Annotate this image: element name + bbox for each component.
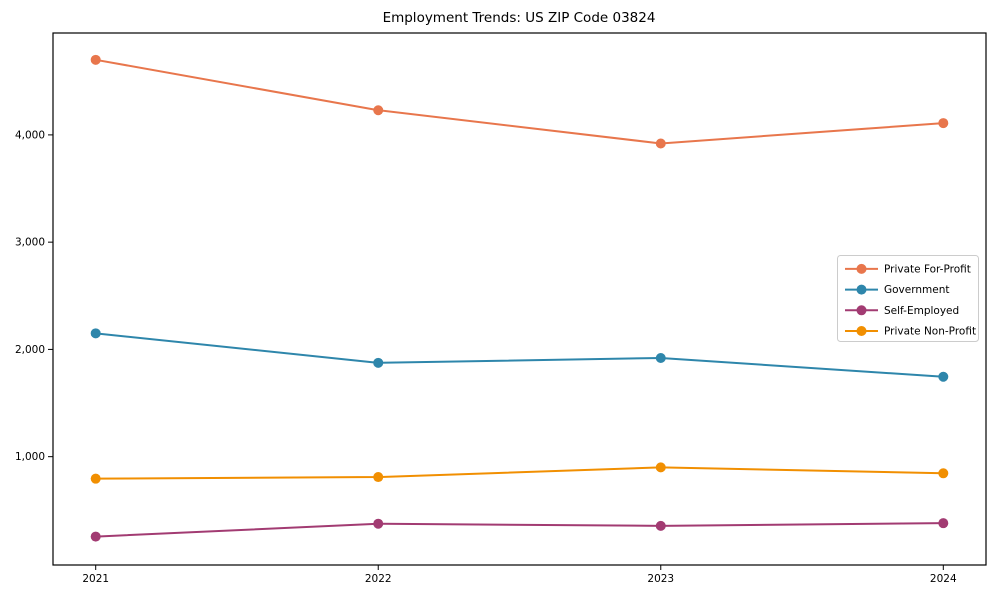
data-point-self-employed-2021 (90, 531, 101, 542)
y-tick-label: 1,000 (15, 451, 45, 463)
legend-label: Self-Employed (884, 305, 959, 317)
legend-marker-dot (856, 284, 867, 295)
legend-item-private-for-profit: Private For-Profit (845, 263, 971, 275)
legend-marker-dot (856, 326, 867, 336)
plot-area: 1,000 2,000 3,000 4,000 2021 2022 2023 2024 Priv… (15, 32, 987, 585)
series-line-private-non-profit (94, 466, 945, 480)
axes-frame (52, 32, 987, 566)
y-tick-label: 4,000 (15, 129, 45, 141)
data-point-self-employed-2024 (938, 518, 949, 529)
data-point-private-non-profit-2024 (938, 468, 949, 479)
chart-title: Employment Trends: US ZIP Code 03824 (383, 10, 656, 26)
data-point-government-2024 (938, 371, 949, 382)
legend: Private For-Profit Government Self-Employe… (837, 255, 979, 342)
legend-marker-dot (856, 305, 867, 316)
legend-label: Private For-Profit (884, 263, 971, 275)
data-point-private-for-profit-2022 (373, 105, 384, 116)
y-tick-label: 3,000 (15, 237, 45, 249)
legend-item-self-employed: Self-Employed (845, 305, 959, 317)
data-point-private-for-profit-2024 (938, 118, 949, 129)
data-point-government-2022 (373, 357, 384, 368)
data-point-self-employed-2022 (373, 518, 384, 529)
series-line-government (94, 332, 945, 378)
x-tick-label: 2023 (647, 573, 674, 585)
data-point-private-for-profit-2021 (90, 54, 101, 65)
data-point-private-non-profit-2021 (90, 473, 101, 484)
legend-label: Private Non-Profit (884, 326, 976, 338)
legend-label: Government (884, 284, 949, 296)
legend-marker-dot (856, 263, 867, 274)
data-point-private-for-profit-2023 (655, 138, 666, 149)
legend-box (837, 255, 979, 342)
series-line-self-employed (94, 522, 945, 538)
data-point-government-2021 (90, 328, 101, 339)
data-point-government-2023 (655, 352, 666, 363)
x-tick-label: 2021 (82, 573, 109, 585)
y-tick-label: 2,000 (15, 344, 45, 356)
legend-item-private-non-profit: Private Non-Profit (845, 326, 976, 338)
data-point-private-non-profit-2022 (373, 472, 384, 483)
legend-item-government: Government (845, 284, 949, 296)
x-tick-label: 2024 (930, 573, 957, 585)
x-tick-label: 2022 (365, 573, 392, 585)
data-point-private-non-profit-2023 (655, 462, 666, 473)
data-point-self-employed-2023 (655, 520, 666, 531)
series-line-private-for-profit (94, 58, 945, 145)
